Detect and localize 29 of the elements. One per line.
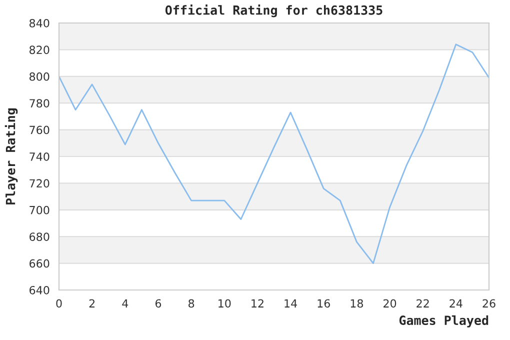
x-tick-label: 4 <box>122 299 128 308</box>
x-tick-label: 2 <box>89 299 94 308</box>
x-tick-label: 14 <box>284 299 297 308</box>
y-tick-label: 760 <box>30 126 50 134</box>
x-tick-label: 26 <box>482 299 496 308</box>
x-tick-label: 12 <box>252 299 264 308</box>
line-series <box>59 44 489 264</box>
y-tick-label: 660 <box>30 259 50 268</box>
x-axis-title: Games Played <box>399 315 488 328</box>
y-tick-label: 800 <box>30 72 50 81</box>
chart-title: Official Rating for ch6381335 <box>165 4 382 18</box>
y-tick-label: 640 <box>30 286 50 294</box>
x-tick-label: 20 <box>384 299 396 308</box>
y-axis-title: Player Rating <box>4 108 18 204</box>
y-tick-label: 740 <box>30 152 50 161</box>
x-tick-label: 10 <box>218 299 231 308</box>
y-tick-label: 680 <box>30 232 50 241</box>
y-tick-label: 780 <box>30 99 50 108</box>
y-tick-label: 840 <box>30 18 50 28</box>
x-tick-label: 6 <box>155 299 162 308</box>
x-tick-label: 22 <box>416 299 429 308</box>
y-tick-label: 820 <box>30 46 50 54</box>
x-tick-label: 0 <box>56 299 62 308</box>
x-tick-label: 16 <box>318 299 330 308</box>
x-tick-label: 24 <box>450 299 462 308</box>
x-tick-label: 18 <box>350 299 363 308</box>
x-tick-label: 8 <box>188 299 194 308</box>
y-tick-label: 700 <box>30 206 50 214</box>
y-tick-label: 720 <box>30 179 50 188</box>
